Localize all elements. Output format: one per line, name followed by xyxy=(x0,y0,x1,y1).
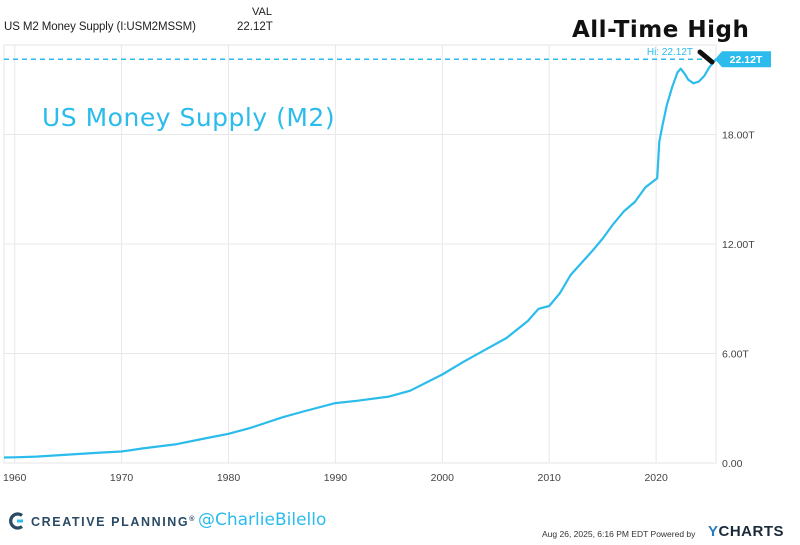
y-tick-label: 6.00T xyxy=(722,348,749,360)
x-tick-label: 2020 xyxy=(644,472,668,484)
ycharts-logo[interactable]: YCHARTS xyxy=(708,523,784,540)
x-tick-label: 2010 xyxy=(538,472,562,484)
footer: CREATIVE PLANNING® @CharlieBilello Aug 2… xyxy=(0,504,800,545)
y-tick-label: 12.00T xyxy=(722,239,755,251)
chart-title: US Money Supply (M2) xyxy=(42,103,336,132)
ycharts-logo-text: CHARTS xyxy=(718,523,785,540)
ycharts-y-mark: Y xyxy=(708,523,719,540)
y-tick-label: 0.00 xyxy=(722,458,743,470)
current-value: 22.12T xyxy=(237,21,273,33)
creative-planning-logo-icon xyxy=(9,512,23,530)
hi-label: Hi: 22.12T xyxy=(647,47,693,58)
all-time-high-annotation: All-Time High xyxy=(572,17,750,43)
x-tick-label: 1980 xyxy=(217,472,241,484)
x-tick-label: 1960 xyxy=(3,472,27,484)
brand-name: CREATIVE PLANNING® xyxy=(31,515,195,529)
chart-header: US M2 Money Supply (I:USM2MSSM) VAL 22.1… xyxy=(0,0,800,44)
last-value-badge xyxy=(715,51,771,68)
annotation-arrow xyxy=(697,49,715,65)
x-tick-label: 1970 xyxy=(110,472,134,484)
timestamp: Aug 26, 2025, 6:16 PM EDT Powered by xyxy=(542,529,696,539)
y-tick-label: 18.00T xyxy=(722,129,755,141)
series-name: US M2 Money Supply (I:USM2MSSM) xyxy=(4,21,196,33)
last-value-badge-label: 22.12T xyxy=(730,54,763,66)
m2-series-line xyxy=(3,58,717,459)
plot-frame xyxy=(3,44,717,464)
x-tick-label: 2000 xyxy=(431,472,455,484)
value-column-label: VAL xyxy=(252,6,272,18)
registered-mark: ® xyxy=(189,515,195,523)
author-handle: @CharlieBilello xyxy=(198,510,327,530)
x-tick-label: 1990 xyxy=(324,472,348,484)
